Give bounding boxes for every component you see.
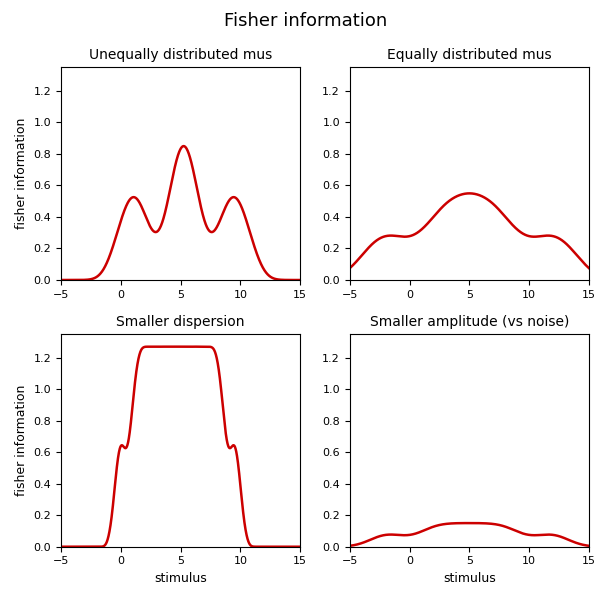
Title: Unequally distributed mus: Unequally distributed mus — [89, 48, 273, 62]
Y-axis label: fisher information: fisher information — [15, 118, 28, 229]
X-axis label: stimulus: stimulus — [443, 572, 496, 585]
Title: Equally distributed mus: Equally distributed mus — [387, 48, 552, 62]
Text: Fisher information: Fisher information — [224, 12, 387, 30]
Title: Smaller amplitude (vs noise): Smaller amplitude (vs noise) — [370, 315, 569, 329]
Y-axis label: fisher information: fisher information — [15, 385, 28, 496]
X-axis label: stimulus: stimulus — [155, 572, 207, 585]
Title: Smaller dispersion: Smaller dispersion — [117, 315, 245, 329]
